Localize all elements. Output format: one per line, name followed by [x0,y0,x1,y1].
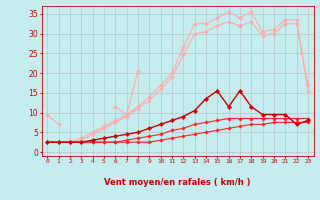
X-axis label: Vent moyen/en rafales ( km/h ): Vent moyen/en rafales ( km/h ) [104,178,251,187]
